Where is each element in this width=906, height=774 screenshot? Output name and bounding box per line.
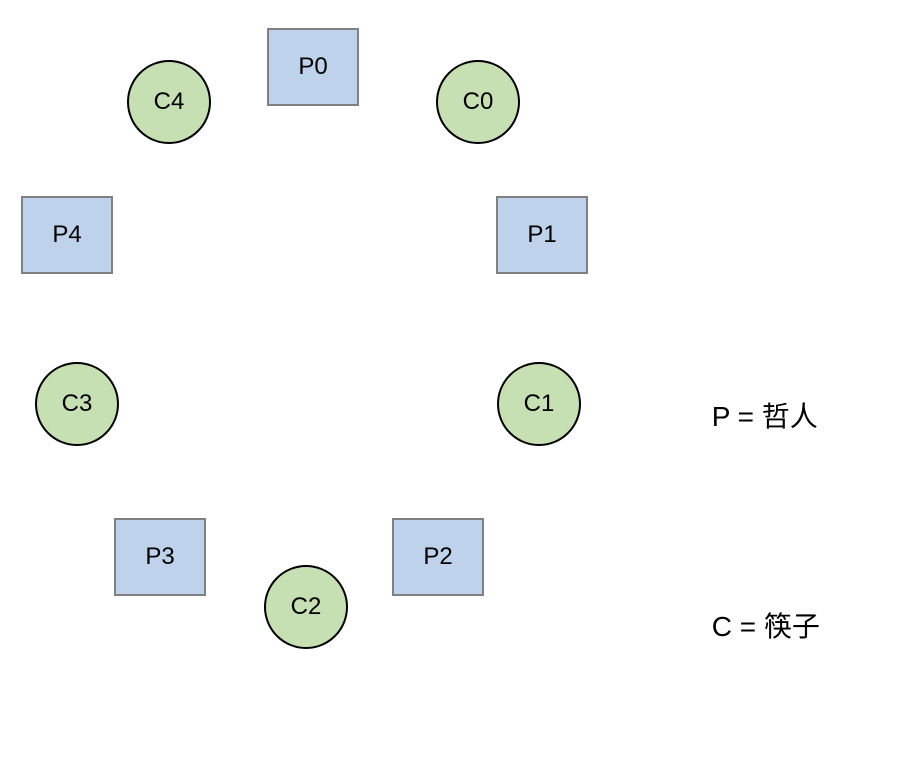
legend-line-p: P = 哲人 [665, 354, 820, 480]
chopstick-node-c4: C4 [127, 60, 211, 144]
chopstick-node-c2: C2 [264, 565, 348, 649]
node-label: C0 [463, 88, 494, 116]
philosopher-node-p1: P1 [496, 196, 588, 274]
philosopher-node-p3: P3 [114, 518, 206, 596]
chopstick-node-c1: C1 [497, 362, 581, 446]
node-label: C3 [62, 390, 93, 418]
node-label: C4 [154, 88, 185, 116]
legend-p-prefix: P = [712, 401, 762, 432]
philosopher-node-p0: P0 [267, 28, 359, 106]
philosopher-node-p2: P2 [392, 518, 484, 596]
diagram-canvas: P0 C0 P1 C1 P2 C2 P3 C3 P4 C4 P = 哲人 C = 筷子 [0, 0, 906, 682]
legend-c-body: 筷子 [764, 611, 820, 642]
legend: P = 哲人 C = 筷子 [665, 270, 820, 774]
legend-p-body: 哲人 [762, 401, 818, 432]
philosopher-node-p4: P4 [21, 196, 113, 274]
node-label: P4 [52, 221, 81, 249]
legend-c-prefix: C = [712, 611, 764, 642]
node-label: P2 [423, 543, 452, 571]
node-label: C1 [524, 390, 555, 418]
node-label: C2 [291, 593, 322, 621]
chopstick-node-c3: C3 [35, 362, 119, 446]
node-label: P1 [527, 221, 556, 249]
chopstick-node-c0: C0 [436, 60, 520, 144]
node-label: P0 [298, 53, 327, 81]
node-label: P3 [145, 543, 174, 571]
legend-line-c: C = 筷子 [665, 564, 820, 690]
